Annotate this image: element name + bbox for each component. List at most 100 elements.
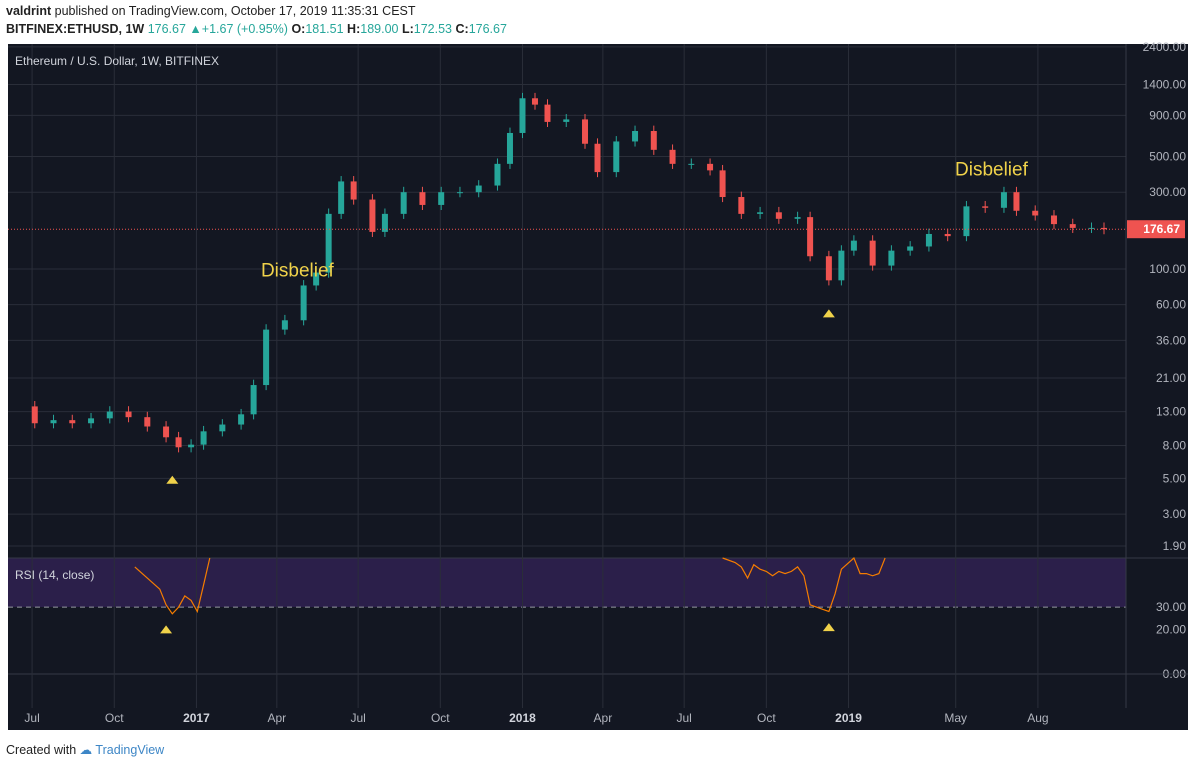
price-axis-label: 1.90 xyxy=(1163,539,1187,553)
candle-body[interactable] xyxy=(582,119,589,144)
candle-body[interactable] xyxy=(688,163,695,165)
disbelief-annotation: Disbelief xyxy=(261,260,335,281)
last-price: 176.67 xyxy=(147,22,186,36)
candle-body[interactable] xyxy=(1101,227,1107,230)
candle-body[interactable] xyxy=(1069,224,1076,228)
candle-body[interactable] xyxy=(519,98,526,133)
candle-body[interactable] xyxy=(475,185,482,193)
time-axis-label: May xyxy=(944,711,967,725)
time-axis-label: Apr xyxy=(267,711,286,725)
candle-body[interactable] xyxy=(850,240,857,251)
candle-body[interactable] xyxy=(400,192,407,214)
candle-body[interactable] xyxy=(1050,215,1057,225)
candle-body[interactable] xyxy=(381,213,388,232)
symbol-label: BITFINEX:ETHUSD, 1W xyxy=(6,22,145,36)
price-axis-label: 300.00 xyxy=(1149,185,1186,199)
candle-body[interactable] xyxy=(888,250,895,266)
candle-body[interactable] xyxy=(125,411,132,418)
candle-body[interactable] xyxy=(200,431,207,445)
candle-body[interactable] xyxy=(563,119,570,122)
candle-body[interactable] xyxy=(456,192,463,194)
candle-body[interactable] xyxy=(544,104,551,122)
candle-body[interactable] xyxy=(69,420,76,424)
price-axis-label: 3.00 xyxy=(1163,507,1187,521)
high-label: H: xyxy=(347,22,361,36)
candle-body[interactable] xyxy=(869,240,876,266)
created-with-label: Created with xyxy=(6,743,77,757)
footer: Created with ☁ TradingView xyxy=(6,742,164,757)
candle-body[interactable] xyxy=(369,199,376,232)
candle-body[interactable] xyxy=(807,217,814,257)
candle-body[interactable] xyxy=(669,149,676,164)
candle-body[interactable] xyxy=(707,163,714,171)
candle-body[interactable] xyxy=(1000,192,1007,208)
candle-body[interactable] xyxy=(494,163,501,186)
candle-body[interactable] xyxy=(738,197,745,214)
price-axis-label: 1400.00 xyxy=(1143,78,1187,92)
tradingview-brand[interactable]: TradingView xyxy=(95,743,165,757)
candle-body[interactable] xyxy=(531,98,538,105)
candle-body[interactable] xyxy=(325,213,332,273)
candle-body[interactable] xyxy=(982,206,989,208)
high-value: 189.00 xyxy=(360,22,399,36)
candle-body[interactable] xyxy=(88,418,95,424)
candle-body[interactable] xyxy=(794,217,801,219)
open-label: O: xyxy=(291,22,306,36)
candle-body[interactable] xyxy=(263,329,270,386)
candle-body[interactable] xyxy=(825,256,832,281)
candle-body[interactable] xyxy=(907,246,914,251)
candle-body[interactable] xyxy=(313,272,320,286)
bottom-marker-icon xyxy=(822,309,835,318)
author-name[interactable]: valdrint xyxy=(6,4,52,18)
candle-body[interactable] xyxy=(963,206,970,237)
price-axis-label: 36.00 xyxy=(1156,333,1186,347)
price-axis-label: 100.00 xyxy=(1149,262,1186,276)
tradingview-logo-icon[interactable]: ☁ xyxy=(79,743,93,757)
candle-body[interactable] xyxy=(1013,192,1020,211)
candle-body[interactable] xyxy=(1088,227,1095,229)
rsi-line xyxy=(722,556,886,613)
candle-body[interactable] xyxy=(838,250,845,281)
candle-body[interactable] xyxy=(506,132,513,164)
disbelief-annotation: Disbelief xyxy=(955,160,1029,181)
candle-body[interactable] xyxy=(925,233,932,247)
time-axis-label: 2019 xyxy=(835,711,862,725)
candle-body[interactable] xyxy=(944,233,951,237)
time-axis-label: Apr xyxy=(594,711,613,725)
candle-body[interactable] xyxy=(219,424,226,432)
candle-body[interactable] xyxy=(350,181,357,200)
candle-body[interactable] xyxy=(719,170,726,198)
candle-body[interactable] xyxy=(594,143,601,173)
rsi-overbought-oversold-band xyxy=(8,558,1126,608)
price-axis-label: 8.00 xyxy=(1163,439,1187,453)
rsi-pane-title: RSI (14, close) xyxy=(15,568,94,582)
candle-body[interactable] xyxy=(438,192,445,205)
close-value: 176.67 xyxy=(468,22,507,36)
candle-body[interactable] xyxy=(613,141,620,173)
price-axis-label: 2400.00 xyxy=(1143,40,1187,54)
candle-body[interactable] xyxy=(300,285,307,321)
published-text: published on TradingView.com, October 17… xyxy=(54,4,416,18)
time-axis-label: Oct xyxy=(105,711,124,725)
candle-body[interactable] xyxy=(50,420,57,424)
candle-body[interactable] xyxy=(281,320,288,330)
candle-body[interactable] xyxy=(632,131,639,142)
ohlc-legend: BITFINEX:ETHUSD, 1W 176.67 ▲+1.67 (+0.95… xyxy=(6,22,507,36)
candle-body[interactable] xyxy=(238,414,245,425)
time-axis-label: Jul xyxy=(24,711,39,725)
candle-body[interactable] xyxy=(250,385,257,415)
candle-body[interactable] xyxy=(144,417,151,427)
candle-body[interactable] xyxy=(419,192,426,205)
candle-body[interactable] xyxy=(188,444,195,448)
candle-body[interactable] xyxy=(757,212,764,214)
candle-body[interactable] xyxy=(1032,210,1039,216)
candle-body[interactable] xyxy=(338,181,345,214)
candle-body[interactable] xyxy=(650,131,657,150)
price-axis-label: 21.00 xyxy=(1156,371,1186,385)
candle-body[interactable] xyxy=(775,212,782,219)
candle-body[interactable] xyxy=(175,437,182,448)
candle-body[interactable] xyxy=(106,411,113,419)
candle-body[interactable] xyxy=(163,426,170,438)
candle-body[interactable] xyxy=(31,406,38,424)
